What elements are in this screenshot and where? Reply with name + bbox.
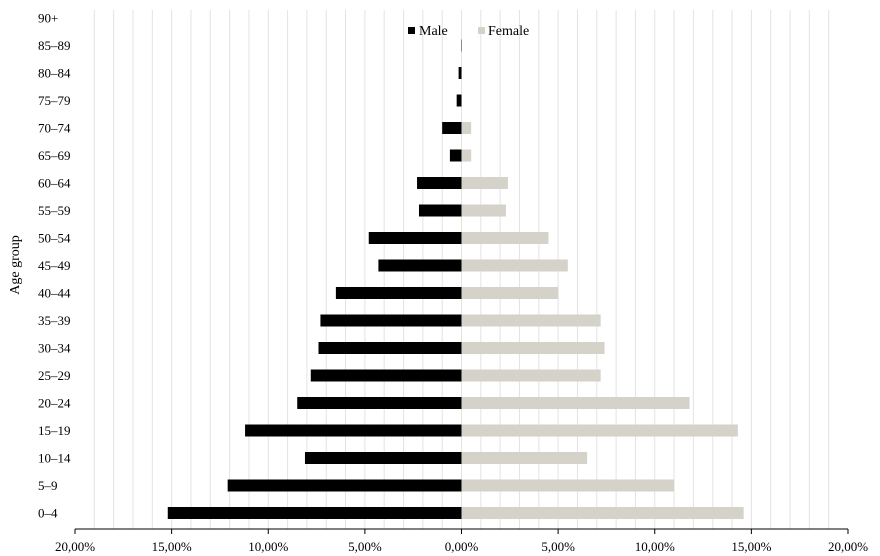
y-tick-label: 70–74 <box>38 121 71 136</box>
y-tick-labels: 0–4 5–9 10–14 15–19 20–24 25–29 30–34 35–39 40–4… <box>38 11 71 521</box>
bar-male <box>227 479 462 492</box>
bar-female <box>461 149 472 162</box>
x-tick-label: 5,00% <box>541 539 575 554</box>
y-tick-label: 50–54 <box>38 231 71 246</box>
y-tick-label: 30–34 <box>38 341 71 356</box>
bar-male <box>417 177 462 189</box>
y-tick-label: 5–9 <box>38 478 58 493</box>
bar-female <box>461 397 690 409</box>
x-tick-label: 20,00% <box>828 539 868 554</box>
bar-male <box>245 424 462 437</box>
bar-male <box>368 232 462 244</box>
y-tick-label: 25–29 <box>38 368 71 383</box>
bar-male <box>418 204 462 217</box>
bar-female <box>461 342 605 354</box>
bar-female <box>461 452 588 464</box>
y-tick-label: 45–49 <box>38 258 71 273</box>
x-tick-label: 10,00% <box>635 539 675 554</box>
bar-female <box>461 204 506 217</box>
bar-female <box>461 232 549 244</box>
bar-male <box>297 397 462 409</box>
bar-male <box>449 149 462 162</box>
bar-male <box>310 369 462 382</box>
bar-male <box>442 122 462 134</box>
y-tick-label: 80–84 <box>38 66 71 81</box>
x-tick-label: 0,00% <box>445 539 479 554</box>
y-tick-label: 15–19 <box>38 423 71 438</box>
y-tick-label: 65–69 <box>38 148 71 163</box>
bar-male <box>458 67 462 79</box>
legend-label-male: Male <box>419 24 448 39</box>
x-tick-label: 10,00% <box>248 539 288 554</box>
x-tick-labels: 20,00% 15,00% 10,00% 5,00% 0,00% 5,00% 10,00% 1… <box>55 529 868 554</box>
y-tick-label: 60–64 <box>38 176 71 191</box>
y-tick-label: 10–14 <box>38 451 71 466</box>
x-tick-label: 20,00% <box>55 539 95 554</box>
bars <box>167 39 744 519</box>
bar-female <box>461 259 568 272</box>
bar-female <box>461 122 472 134</box>
bar-male <box>456 94 462 107</box>
x-tick-label: 15,00% <box>731 539 771 554</box>
y-tick-label: 90+ <box>38 11 58 26</box>
bar-male <box>167 507 462 519</box>
legend: Male Female <box>408 24 529 39</box>
bar-female <box>461 314 601 327</box>
bar-female <box>461 177 508 189</box>
legend-label-female: Female <box>488 24 529 39</box>
bar-female <box>461 479 675 492</box>
bar-male <box>335 287 462 299</box>
bar-male <box>378 259 462 272</box>
y-tick-label: 75–79 <box>38 93 71 108</box>
y-tick-label: 0–4 <box>38 506 58 521</box>
bar-male <box>320 314 462 327</box>
bar-female <box>461 287 559 299</box>
bar-female <box>461 507 744 519</box>
bar-female <box>461 369 601 382</box>
y-tick-label: 20–24 <box>38 396 71 411</box>
x-tick-label: 15,00% <box>152 539 192 554</box>
bar-male <box>304 452 462 464</box>
y-tick-label: 40–44 <box>38 286 71 301</box>
bar-female <box>461 424 738 437</box>
y-tick-label: 85–89 <box>38 38 71 53</box>
y-axis-title: Age group <box>8 235 23 295</box>
legend-swatch-female <box>478 27 485 34</box>
y-tick-label: 35–39 <box>38 313 71 328</box>
x-tick-label: 5,00% <box>348 539 382 554</box>
y-tick-label: 55–59 <box>38 203 71 218</box>
legend-swatch-male <box>408 27 415 34</box>
bar-male <box>318 342 462 354</box>
